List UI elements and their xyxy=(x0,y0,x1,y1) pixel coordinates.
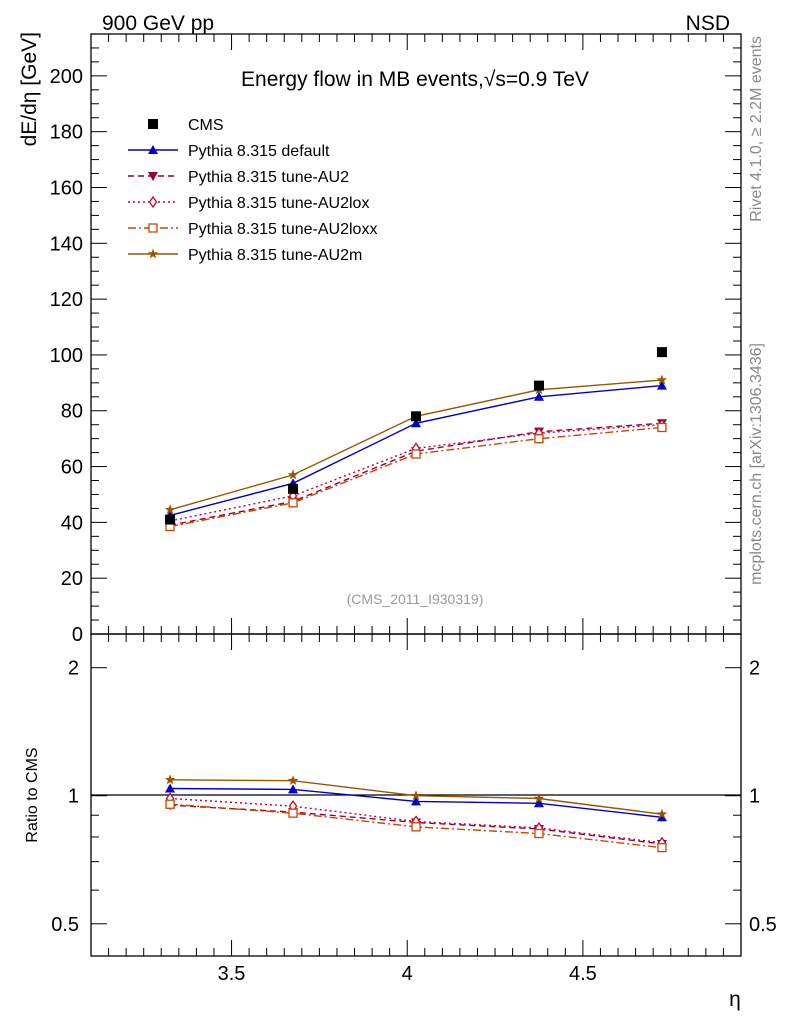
main-y-tick-label: 180 xyxy=(50,122,83,144)
x-tick-label: 4 xyxy=(402,963,413,985)
x-axis-label: η xyxy=(729,988,741,1011)
main-y-tick-label: 120 xyxy=(50,289,83,311)
main-y-tick-label: 0 xyxy=(72,624,83,646)
series-line xyxy=(169,424,662,522)
data-point xyxy=(288,483,299,494)
header-left-label: 900 GeV pp xyxy=(102,12,214,35)
ratio-point xyxy=(410,790,422,801)
x-tick-label: 4.5 xyxy=(569,963,597,985)
main-y-tick-label: 100 xyxy=(50,345,83,367)
main-plot-title: Energy flow in MB events,√s=0.9 TeV xyxy=(241,68,589,91)
legend-entry: Pythia 8.315 tune-AU2loxx xyxy=(128,221,377,238)
legend-marker xyxy=(148,172,158,181)
ratio-pythia-8-315-tune-au2loxx xyxy=(165,799,667,853)
ratio-point xyxy=(534,828,544,839)
legend-label: Pythia 8.315 tune-AU2 xyxy=(188,169,349,186)
data-point xyxy=(411,449,421,459)
data-point xyxy=(533,391,544,401)
legend-marker xyxy=(148,145,158,154)
ratio-y-tick-label: 1 xyxy=(68,786,79,808)
main-y-tick-label: 40 xyxy=(61,512,83,534)
legend-entry: Pythia 8.315 tune-AU2 xyxy=(128,169,349,186)
ratio-pythia-8-315-default xyxy=(165,783,667,822)
data-point xyxy=(534,434,544,444)
ratio-point xyxy=(287,775,299,786)
legend-entry: Pythia 8.315 tune-AU2lox xyxy=(128,195,369,212)
ratio-point xyxy=(165,799,175,809)
main-y-axis-label: dE/dη [GeV] xyxy=(18,32,41,146)
ratio-point xyxy=(288,808,298,818)
ratio-y-axis-label: Ratio to CMS xyxy=(24,747,41,842)
ratio-y-tick-label: 0.5 xyxy=(51,914,79,936)
ratio-point xyxy=(656,808,668,819)
main-y-tick-label: 200 xyxy=(50,66,83,88)
ratio-point xyxy=(165,783,176,793)
data-point xyxy=(288,498,298,508)
ratio-y-tick-label-right: 2 xyxy=(749,658,760,680)
legend-marker xyxy=(147,248,159,259)
main-plot-panel: Energy flow in MB events,√s=0.9 TeV dE/d… xyxy=(18,32,742,646)
ratio-point xyxy=(656,812,667,822)
legend-marker xyxy=(148,119,158,129)
legend-label: Pythia 8.315 tune-AU2m xyxy=(188,247,362,264)
legend-label: Pythia 8.315 tune-AU2loxx xyxy=(188,221,377,238)
data-point xyxy=(656,347,667,358)
legend-marker xyxy=(148,195,158,209)
x-tick-label: 3.5 xyxy=(218,963,246,985)
ratio-point xyxy=(533,798,544,808)
data-point xyxy=(165,514,176,525)
ratio-y-tick-label: 2 xyxy=(68,658,79,680)
legend-label: CMS xyxy=(188,117,224,134)
legend-entry: Pythia 8.315 default xyxy=(128,143,330,160)
legend-label: Pythia 8.315 default xyxy=(188,143,330,160)
ratio-point xyxy=(657,843,667,853)
ratio-point xyxy=(411,796,421,806)
main-y-tick-label: 20 xyxy=(61,568,83,590)
main-y-tick-label: 60 xyxy=(61,457,83,479)
legend-label: Pythia 8.315 tune-AU2lox xyxy=(188,195,369,212)
data-point xyxy=(656,380,667,390)
main-y-tick-label: 160 xyxy=(50,177,83,199)
data-point xyxy=(287,469,299,480)
rivet-version-label: Rivet 4.1.0, ≥ 2.2M events xyxy=(748,36,765,222)
ratio-line xyxy=(170,797,662,844)
ratio-point xyxy=(533,793,545,803)
data-point xyxy=(411,411,421,422)
ratio-point xyxy=(411,822,421,832)
header-right-label: NSD xyxy=(686,12,730,35)
source-watermark: (CMS_2011_I930319) xyxy=(347,591,484,607)
legend-entry: Pythia 8.315 tune-AU2m xyxy=(128,247,362,264)
main-y-tick-label: 80 xyxy=(61,401,83,423)
ratio-y-tick-label-right: 1 xyxy=(749,786,760,808)
series-line xyxy=(169,422,662,526)
main-y-tick-label: 140 xyxy=(50,233,83,255)
data-point xyxy=(656,374,668,385)
ratio-y-tick-label-right: 0.5 xyxy=(749,914,777,936)
ratio-pythia-8-315-tune-au2m xyxy=(164,774,668,819)
series-pythia-8-315-tune-au2loxx xyxy=(165,422,667,532)
ratio-plot-panel: Ratio to CMS 0.5 0.5 1 1 2 2 xyxy=(24,633,777,957)
ratio-point xyxy=(288,784,299,794)
mcplots-label: mcplots.cern.ch [arXiv:1306.3436] xyxy=(748,343,765,585)
legend-entry: CMS xyxy=(148,117,224,134)
data-point xyxy=(411,418,421,428)
data-point xyxy=(164,504,176,515)
series-cms xyxy=(165,347,667,525)
legend-marker xyxy=(148,223,158,233)
legend: CMS Pythia 8.315 default Pythia 8.315 tune… xyxy=(128,117,377,264)
data-point xyxy=(533,380,544,391)
data-point xyxy=(657,422,667,433)
series-pythia-8-315-tune-au2lox xyxy=(165,418,667,528)
ratio-point xyxy=(164,774,176,785)
